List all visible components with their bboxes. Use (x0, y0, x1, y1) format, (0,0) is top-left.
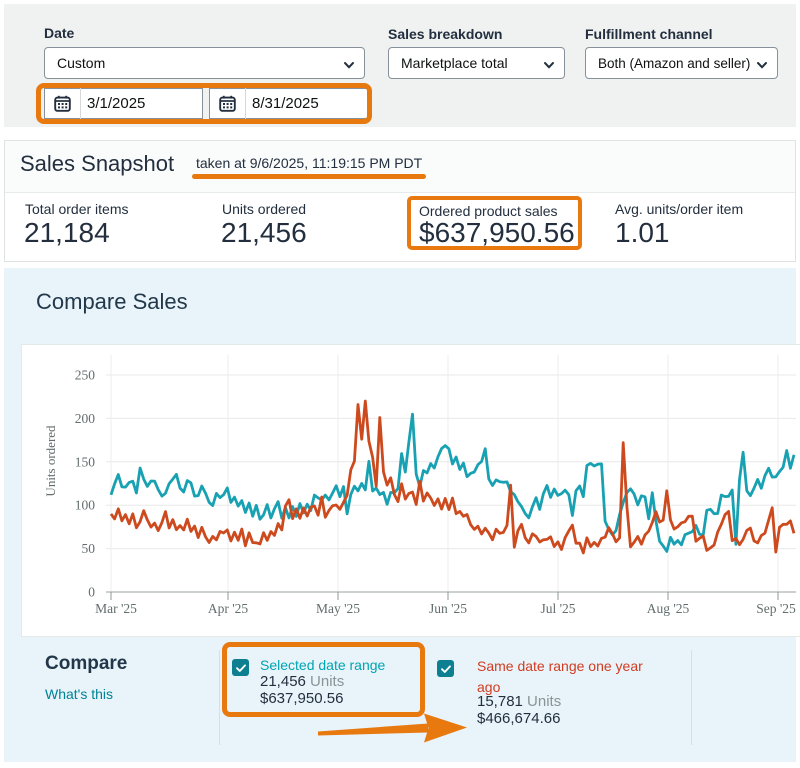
svg-text:250: 250 (75, 368, 96, 383)
svg-text:Sep '25: Sep '25 (756, 601, 796, 616)
svg-text:0: 0 (88, 585, 95, 600)
svg-text:May '25: May '25 (316, 601, 360, 616)
svg-text:Units ordered: Units ordered (43, 425, 58, 497)
svg-text:Apr '25: Apr '25 (208, 601, 249, 616)
svg-text:200: 200 (75, 411, 96, 426)
svg-text:Mar '25: Mar '25 (95, 601, 137, 616)
svg-text:150: 150 (75, 454, 96, 469)
svg-text:Jul '25: Jul '25 (540, 601, 575, 616)
svg-text:Aug '25: Aug '25 (647, 601, 690, 616)
svg-text:100: 100 (75, 498, 96, 513)
svg-text:50: 50 (82, 541, 96, 556)
svg-text:Jun '25: Jun '25 (429, 601, 467, 616)
